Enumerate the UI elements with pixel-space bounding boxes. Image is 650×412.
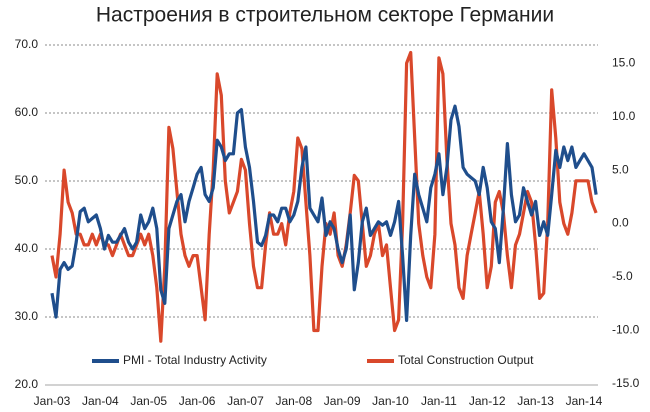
x-tick-label: Jan-12 [469,394,506,408]
y2-tick-label: 10.0 [612,109,636,123]
chart-title: Настроения в строительном секторе Герман… [96,4,554,27]
x-tick-label: Jan-10 [372,394,409,408]
x-tick-label: Jan-13 [517,394,554,408]
series-line [50,104,598,322]
y-tick-label: 50.0 [15,173,39,187]
x-tick-label: Jan-09 [324,394,361,408]
x-tick-label: Jan-07 [227,394,264,408]
y-tick-label: 40.0 [15,241,39,255]
x-tick-label: Jan-14 [566,394,603,408]
y-tick-label: 30.0 [15,309,39,323]
x-tick-label: Jan-05 [130,394,167,408]
y2-tick-label: 5.0 [612,162,629,176]
y2-tick-label: 15.0 [612,55,636,69]
y2-tick-label: -10.0 [612,323,640,337]
x-tick-label: Jan-08 [275,394,312,408]
x-tick-label: Jan-11 [421,394,457,408]
x-tick-label: Jan-03 [34,394,71,408]
y2-tick-label: 0.0 [612,216,629,230]
legend-label: Total Construction Output [398,353,534,367]
y-tick-label: 60.0 [15,105,39,119]
x-tick-label: Jan-06 [179,394,216,408]
y-tick-label: 20.0 [15,377,39,391]
y-tick-label: 70.0 [15,37,39,51]
y2-tick-label: -15.0 [612,376,640,390]
legend-label: PMI - Total Industry Activity [123,353,267,367]
series-line [50,50,598,343]
y2-tick-label: -5.0 [612,269,633,283]
x-tick-label: Jan-04 [82,394,119,408]
